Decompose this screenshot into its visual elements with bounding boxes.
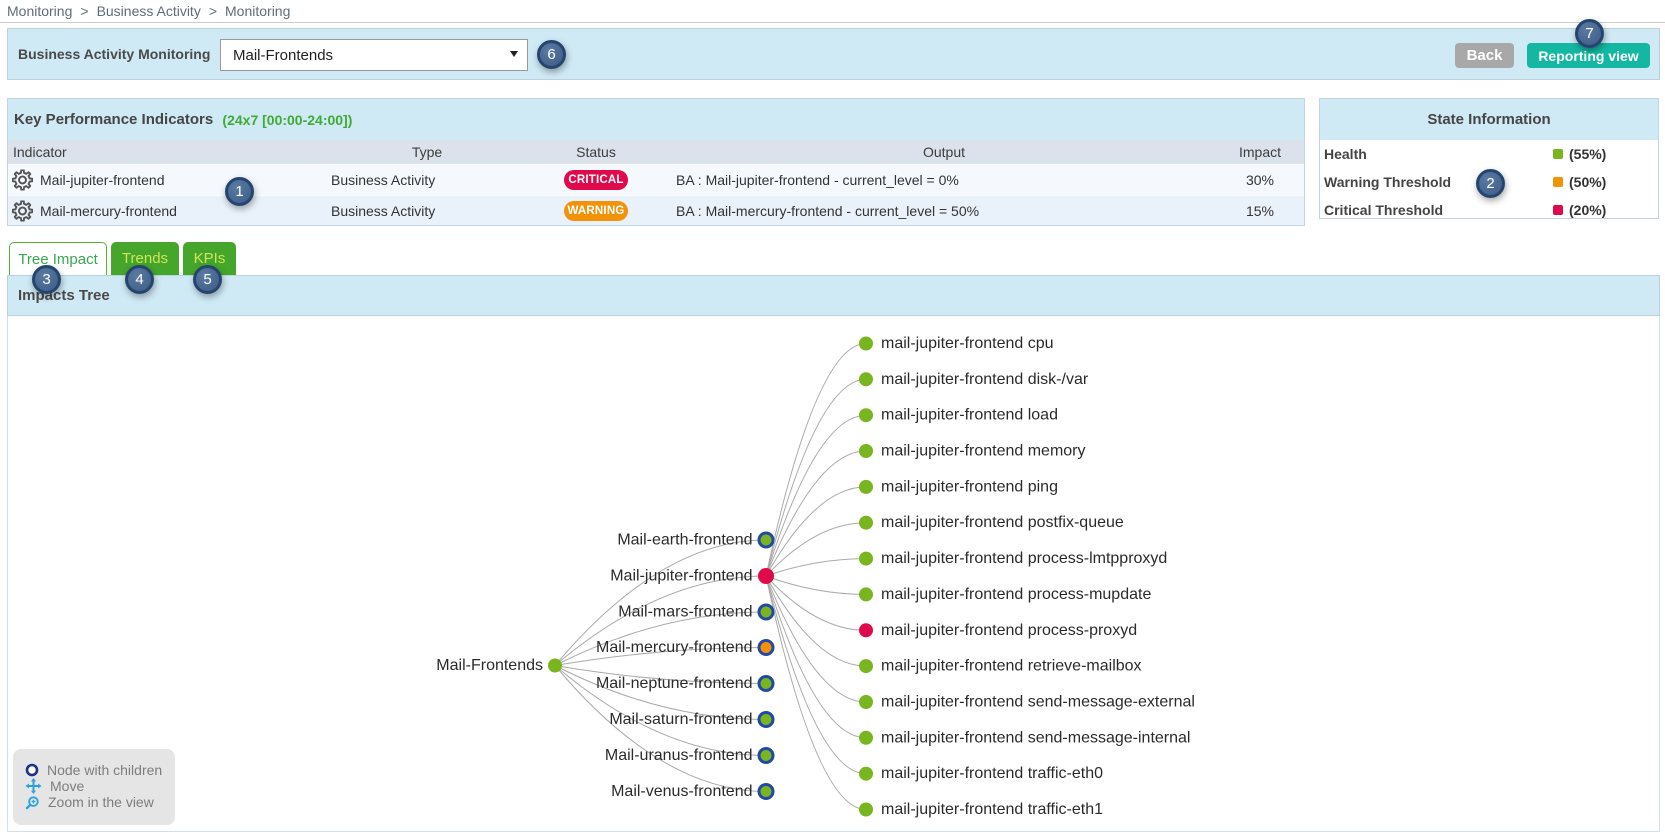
svg-text:Mail-mars-frontend: Mail-mars-frontend	[618, 604, 752, 621]
svg-text:mail-jupiter-frontend ping: mail-jupiter-frontend ping	[881, 478, 1058, 495]
svg-text:mail-jupiter-frontend traffic-: mail-jupiter-frontend traffic-eth0	[881, 765, 1103, 782]
svg-text:mail-jupiter-frontend cpu: mail-jupiter-frontend cpu	[881, 335, 1054, 352]
svg-text:mail-jupiter-frontend load: mail-jupiter-frontend load	[881, 407, 1058, 424]
svg-text:mail-jupiter-frontend process-: mail-jupiter-frontend process-lmtpproxyd	[881, 550, 1167, 567]
svg-text:Mail-jupiter-frontend: Mail-jupiter-frontend	[610, 568, 752, 585]
svg-text:mail-jupiter-frontend postfix-: mail-jupiter-frontend postfix-queue	[881, 514, 1124, 531]
svg-text:mail-jupiter-frontend send-mes: mail-jupiter-frontend send-message-exter…	[881, 694, 1195, 711]
svg-text:mail-jupiter-frontend process-: mail-jupiter-frontend process-mupdate	[881, 586, 1151, 603]
svg-text:mail-jupiter-frontend retrieve: mail-jupiter-frontend retrieve-mailbox	[881, 658, 1142, 675]
svg-text:Mail-mercury-frontend: Mail-mercury-frontend	[596, 639, 752, 656]
svg-text:Mail-Frontends: Mail-Frontends	[436, 657, 543, 674]
svg-text:Mail-saturn-frontend: Mail-saturn-frontend	[609, 711, 752, 728]
svg-text:mail-jupiter-frontend send-mes: mail-jupiter-frontend send-message-inter…	[881, 729, 1190, 746]
svg-text:Mail-neptune-frontend: Mail-neptune-frontend	[596, 675, 753, 692]
svg-text:mail-jupiter-frontend process-: mail-jupiter-frontend process-proxyd	[881, 622, 1137, 639]
svg-text:mail-jupiter-frontend memory: mail-jupiter-frontend memory	[881, 443, 1086, 460]
svg-text:mail-jupiter-frontend disk-/va: mail-jupiter-frontend disk-/var	[881, 371, 1089, 388]
svg-text:Mail-venus-frontend: Mail-venus-frontend	[611, 783, 752, 800]
svg-text:Mail-earth-frontend: Mail-earth-frontend	[617, 532, 752, 549]
svg-text:Mail-uranus-frontend: Mail-uranus-frontend	[605, 747, 753, 764]
svg-text:mail-jupiter-frontend traffic-: mail-jupiter-frontend traffic-eth1	[881, 801, 1103, 818]
